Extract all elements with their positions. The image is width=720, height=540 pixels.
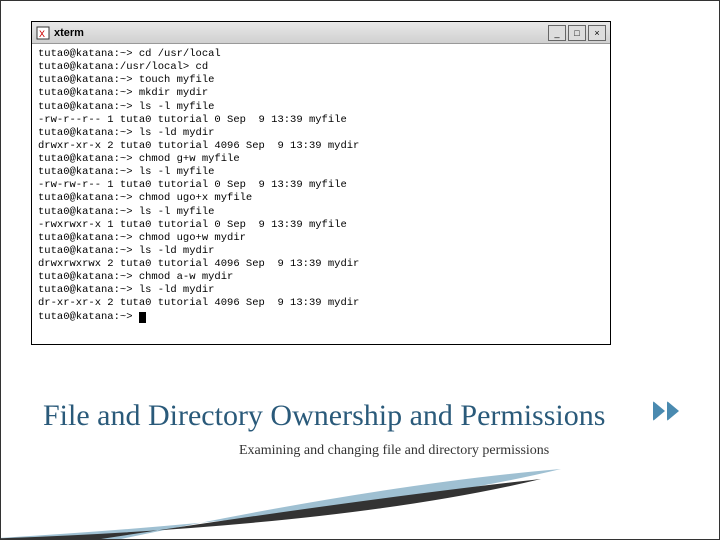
- terminal-line: -rw-rw-r-- 1 tuta0 tutorial 0 Sep 9 13:3…: [38, 179, 604, 192]
- minimize-button[interactable]: _: [548, 25, 566, 41]
- terminal-line: tuta0@katana:~> chmod a-w mydir: [38, 271, 604, 284]
- terminal-line: drwxr-xr-x 2 tuta0 tutorial 4096 Sep 9 1…: [38, 140, 604, 153]
- maximize-button[interactable]: □: [568, 25, 586, 41]
- slide-container: X xterm _ □ × tuta0@katana:~> cd /usr/lo…: [0, 0, 720, 540]
- terminal-prompt: tuta0@katana:~>: [38, 311, 604, 324]
- chevron-icon: [653, 401, 665, 421]
- terminal-body[interactable]: tuta0@katana:~> cd /usr/localtuta0@katan…: [32, 44, 610, 344]
- terminal-line: tuta0@katana:~> chmod g+w myfile: [38, 153, 604, 166]
- terminal-line: -rwxrwxr-x 1 tuta0 tutorial 0 Sep 9 13:3…: [38, 219, 604, 232]
- prompt-text: tuta0@katana:~>: [38, 311, 139, 323]
- terminal-line: tuta0@katana:~> ls -ld mydir: [38, 284, 604, 297]
- terminal-line: tuta0@katana:~> touch myfile: [38, 74, 604, 87]
- cursor: [139, 312, 146, 323]
- terminal-line: tuta0@katana:~> chmod ugo+w mydir: [38, 232, 604, 245]
- terminal-line: tuta0@katana:~> ls -ld mydir: [38, 127, 604, 140]
- terminal-line: tuta0@katana:/usr/local> cd: [38, 61, 604, 74]
- chevron-icon: [667, 401, 679, 421]
- terminal-line: dr-xr-xr-x 2 tuta0 tutorial 4096 Sep 9 1…: [38, 297, 604, 310]
- decorative-swoosh: [1, 449, 720, 539]
- terminal-line: tuta0@katana:~> ls -ld mydir: [38, 245, 604, 258]
- terminal-line: -rw-r--r-- 1 tuta0 tutorial 0 Sep 9 13:3…: [38, 114, 604, 127]
- chevron-decor: [653, 401, 679, 421]
- xterm-window: X xterm _ □ × tuta0@katana:~> cd /usr/lo…: [31, 21, 611, 345]
- terminal-line: tuta0@katana:~> ls -l myfile: [38, 101, 604, 114]
- close-button[interactable]: ×: [588, 25, 606, 41]
- terminal-line: tuta0@katana:~> chmod ugo+x myfile: [38, 192, 604, 205]
- titlebar[interactable]: X xterm _ □ ×: [32, 22, 610, 44]
- terminal-line: tuta0@katana:~> mkdir mydir: [38, 87, 604, 100]
- window-title: xterm: [54, 27, 548, 39]
- terminal-line: drwxrwxrwx 2 tuta0 tutorial 4096 Sep 9 1…: [38, 258, 604, 271]
- terminal-line: tuta0@katana:~> ls -l myfile: [38, 166, 604, 179]
- slide-title: File and Directory Ownership and Permiss…: [43, 399, 605, 433]
- window-controls: _ □ ×: [548, 25, 606, 41]
- terminal-line: tuta0@katana:~> cd /usr/local: [38, 48, 604, 61]
- terminal-line: tuta0@katana:~> ls -l myfile: [38, 206, 604, 219]
- xterm-icon: X: [36, 26, 50, 40]
- svg-text:X: X: [39, 30, 45, 40]
